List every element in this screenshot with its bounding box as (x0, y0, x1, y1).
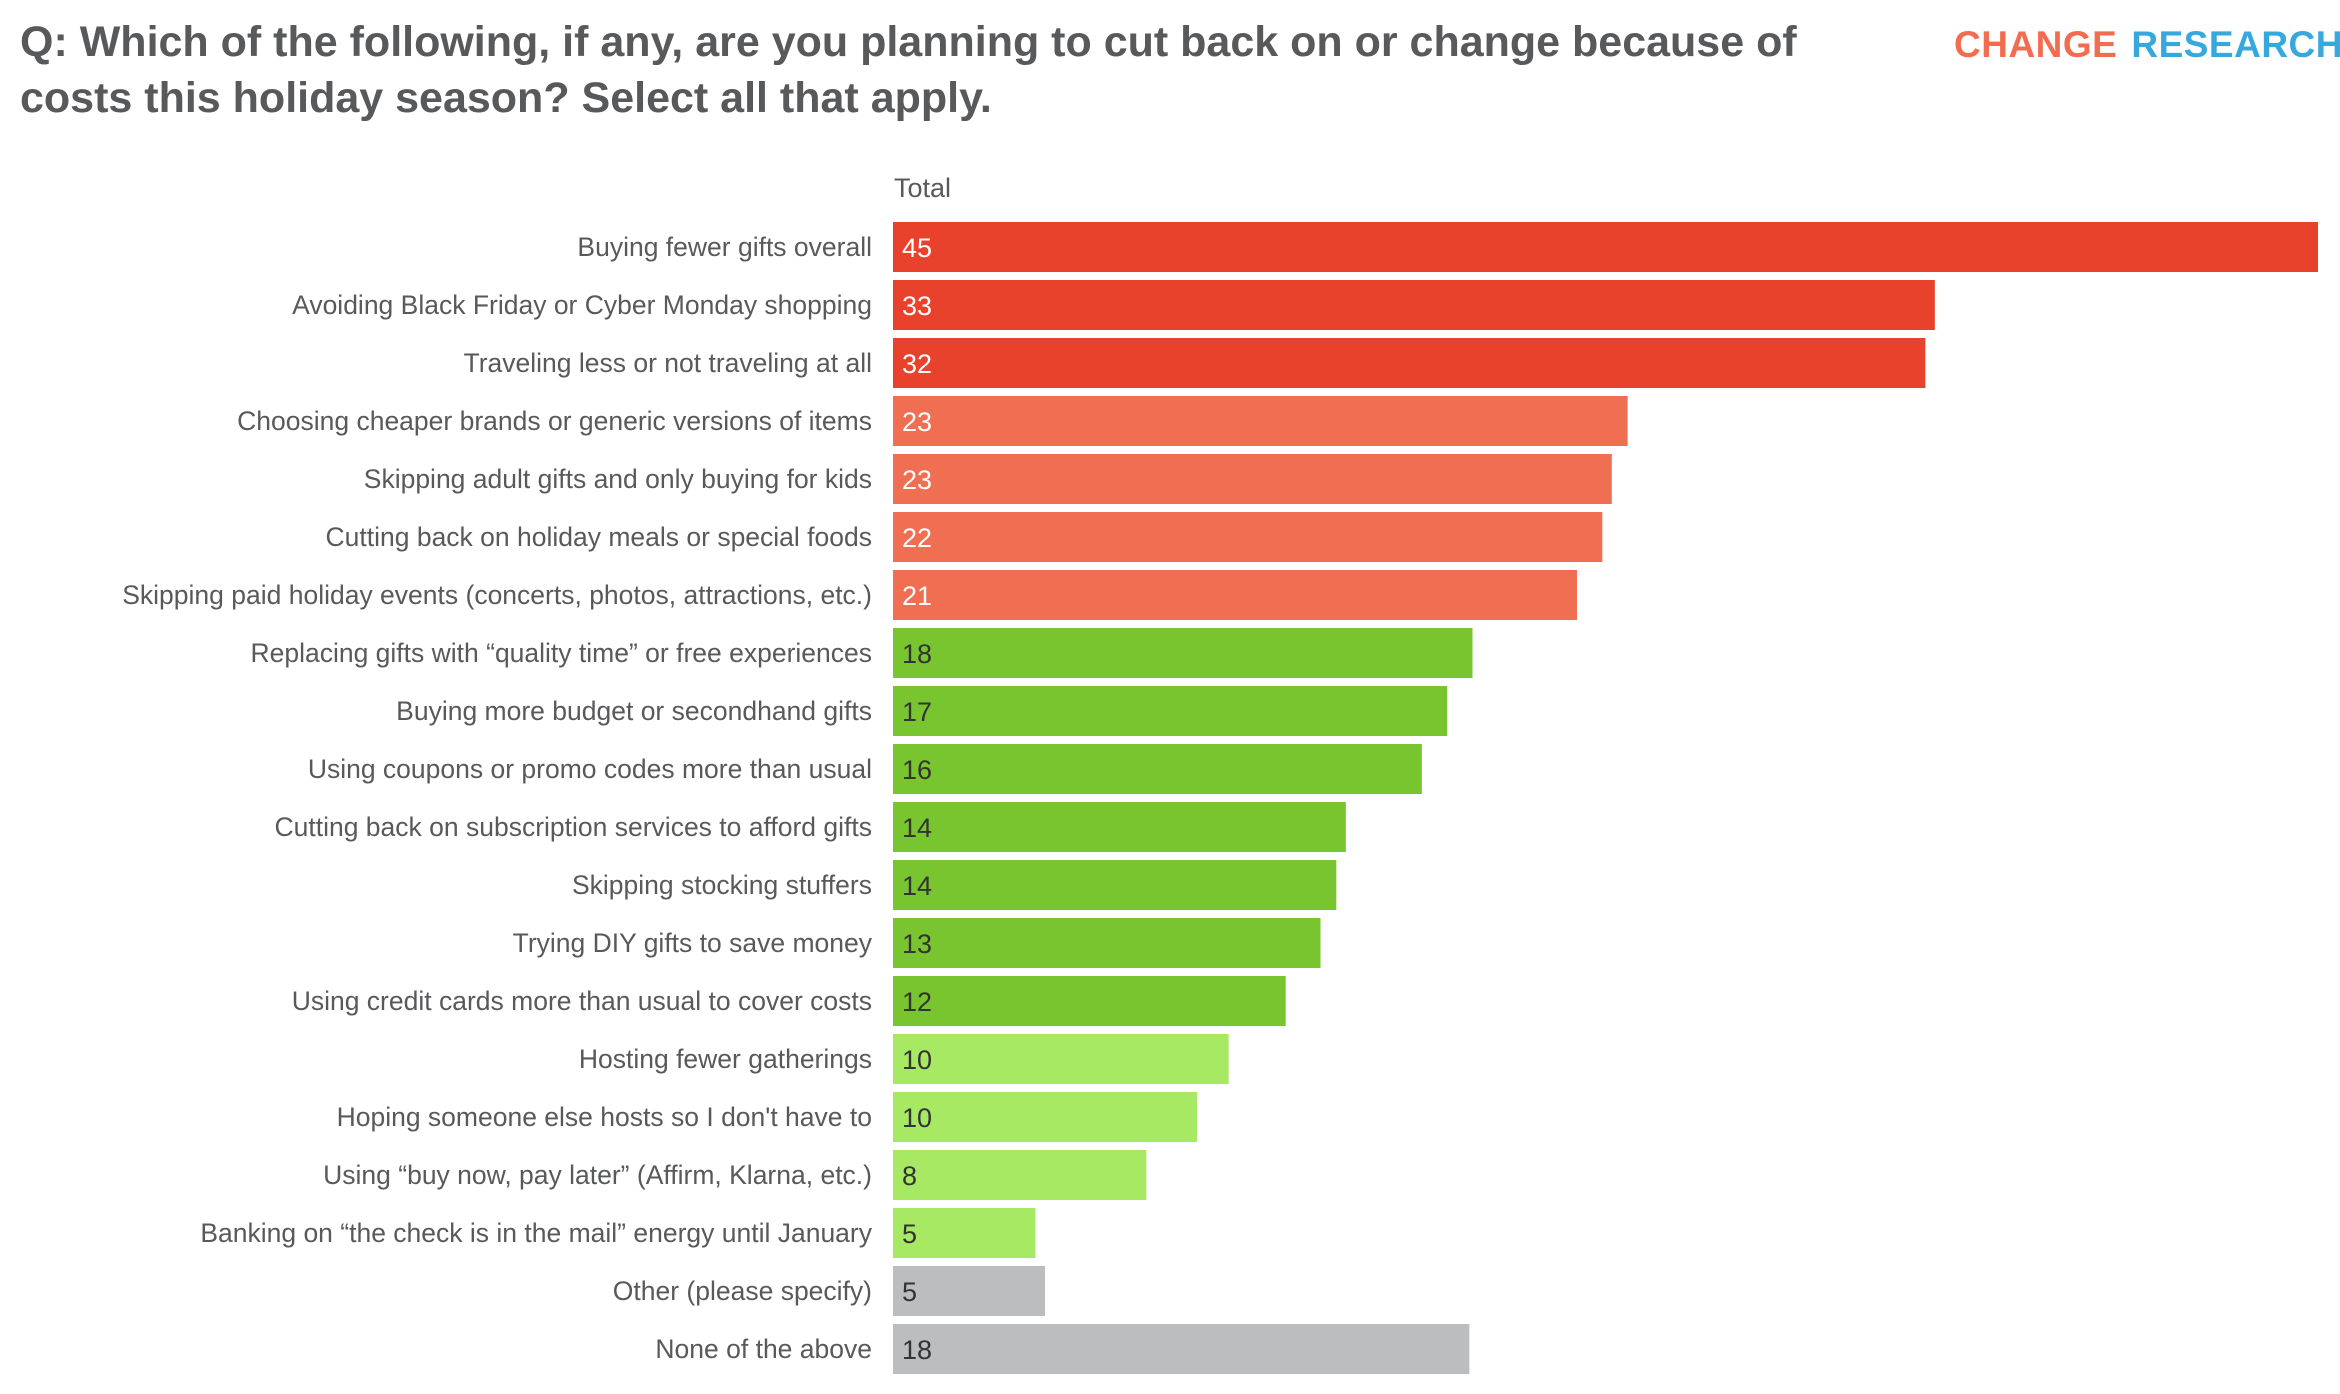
category-label: Skipping adult gifts and only buying for… (364, 464, 872, 494)
bar-row: None of the above 18 (655, 1324, 1470, 1374)
value-label: 33 (902, 291, 932, 321)
value-label: 23 (902, 465, 932, 495)
category-label: Trying DIY gifts to save money (513, 928, 873, 958)
column-header-total: Total (894, 173, 952, 203)
value-label: 32 (902, 349, 932, 379)
value-label: 5 (902, 1219, 917, 1249)
value-label: 12 (902, 987, 932, 1017)
bar (893, 512, 1603, 562)
category-label: Using credit cards more than usual to co… (292, 986, 872, 1016)
logo-word-research: RESEARCH (2131, 24, 2340, 65)
value-label: 23 (902, 407, 932, 437)
category-label: Traveling less or not traveling at all (464, 348, 873, 378)
bar (893, 802, 1346, 852)
bar (893, 1266, 1045, 1316)
chart-title: Q: Which of the following, if any, are y… (20, 18, 1797, 122)
value-label: 13 (902, 929, 932, 959)
category-label: Hoping someone else hosts so I don't hav… (337, 1102, 872, 1132)
bar (893, 686, 1448, 736)
bar-row: Banking on “the check is in the mail” en… (200, 1208, 1036, 1258)
bar-row: Using coupons or promo codes more than u… (308, 744, 1422, 794)
bar (893, 396, 1628, 446)
value-label: 18 (902, 639, 932, 669)
value-label: 45 (902, 233, 932, 263)
value-label: 16 (902, 755, 932, 785)
bar-row: Skipping adult gifts and only buying for… (364, 454, 1612, 504)
category-label: Using coupons or promo codes more than u… (308, 754, 872, 784)
bar-row: Cutting back on holiday meals or special… (326, 512, 1603, 562)
category-label: Buying more budget or secondhand gifts (396, 696, 872, 726)
bar (893, 918, 1321, 968)
bar (893, 280, 1935, 330)
category-label: Using “buy now, pay later” (Affirm, Klar… (323, 1160, 872, 1190)
category-label: None of the above (655, 1334, 872, 1364)
bar (893, 1324, 1470, 1374)
category-label: Other (please specify) (613, 1276, 872, 1306)
bar (893, 1034, 1229, 1084)
bar (893, 976, 1286, 1026)
bar (893, 454, 1612, 504)
bar-row: Traveling less or not traveling at all 32 (464, 338, 1926, 388)
bar-row: Choosing cheaper brands or generic versi… (237, 396, 1628, 446)
bar-row: Buying more budget or secondhand gifts 17 (396, 686, 1448, 736)
value-label: 10 (902, 1045, 932, 1075)
category-label: Skipping paid holiday events (concerts, … (122, 580, 872, 610)
value-label: 17 (902, 697, 932, 727)
category-label: Skipping stocking stuffers (572, 870, 872, 900)
bar (893, 1150, 1147, 1200)
bar (893, 744, 1422, 794)
category-label: Cutting back on holiday meals or special… (326, 522, 873, 552)
bar-row: Using credit cards more than usual to co… (292, 976, 1286, 1026)
value-label: 14 (902, 871, 932, 901)
category-label: Hosting fewer gatherings (579, 1044, 872, 1074)
bar-row: Other (please specify) 5 (613, 1266, 1045, 1316)
category-label: Replacing gifts with “quality time” or f… (250, 638, 872, 668)
bar-row: Hosting fewer gatherings 10 (579, 1034, 1229, 1084)
bar (893, 1208, 1036, 1258)
value-label: 5 (902, 1277, 917, 1307)
bar-row: Hoping someone else hosts so I don't hav… (337, 1092, 1197, 1142)
bar (893, 628, 1473, 678)
value-label: 10 (902, 1103, 932, 1133)
bar-row: Buying fewer gifts overall 45 (577, 222, 2318, 272)
bar-row: Skipping stocking stuffers 14 (572, 860, 1337, 910)
bar (893, 570, 1577, 620)
bar-row: Cutting back on subscription services to… (274, 802, 1346, 852)
bar (893, 1092, 1197, 1142)
bar-row: Avoiding Black Friday or Cyber Monday sh… (292, 280, 1935, 330)
bar (893, 338, 1926, 388)
category-label: Cutting back on subscription services to… (274, 812, 872, 842)
bar-row: Using “buy now, pay later” (Affirm, Klar… (323, 1150, 1147, 1200)
category-label: Banking on “the check is in the mail” en… (200, 1218, 872, 1248)
logo-word-change: CHANGE (1954, 24, 2118, 65)
bar-row: Replacing gifts with “quality time” or f… (250, 628, 1473, 678)
category-label: Buying fewer gifts overall (577, 232, 872, 262)
bar-row: Skipping paid holiday events (concerts, … (122, 570, 1577, 620)
bar (893, 860, 1337, 910)
value-label: 21 (902, 581, 932, 611)
change-research-logo: CHANGERESEARCH™ (1954, 24, 2340, 66)
bar (893, 222, 2318, 272)
category-label: Avoiding Black Friday or Cyber Monday sh… (292, 290, 872, 320)
value-label: 14 (902, 813, 932, 843)
value-label: 22 (902, 523, 932, 553)
value-label: 18 (902, 1335, 932, 1365)
bar-row: Trying DIY gifts to save money 13 (513, 918, 1321, 968)
value-label: 8 (902, 1161, 917, 1191)
category-label: Choosing cheaper brands or generic versi… (237, 406, 872, 436)
